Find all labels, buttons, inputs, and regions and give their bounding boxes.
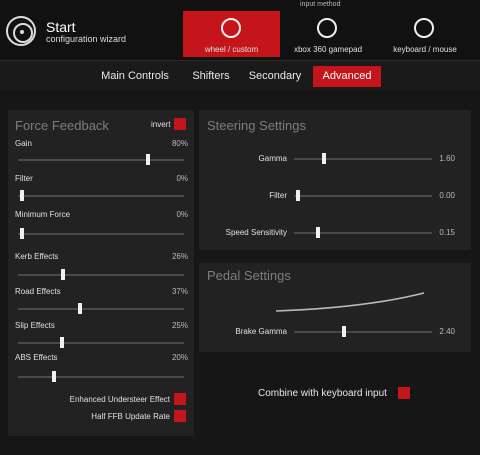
minimum-force-slider[interactable] (18, 228, 184, 239)
brake-gamma-slider-handle[interactable] (341, 326, 346, 337)
filter-label: Filter (15, 174, 33, 183)
half-ffb-update-checkbox[interactable] (174, 410, 186, 422)
combine-keyboard-label: Combine with keyboard input (258, 388, 387, 399)
steering-filter-label: Filter (269, 191, 287, 200)
steering-filter-slider[interactable] (294, 190, 432, 201)
steering-filter-slider-handle[interactable] (296, 190, 300, 201)
tab-bar: Main Controls Shifters Secondary Advance… (0, 60, 480, 90)
brake-gamma-slider[interactable] (294, 326, 432, 337)
steering-wheel-icon (221, 18, 241, 38)
pedal-settings-title: Pedal Settings (207, 268, 291, 283)
steering-settings-panel: Steering Settings Gamma 1.60 Filter 0.00… (199, 110, 471, 250)
app-title: Start (46, 19, 76, 35)
speed-sensitivity-label: Speed Sensitivity (225, 228, 287, 237)
filter-value: 0% (176, 174, 188, 183)
minimum-force-value: 0% (176, 210, 188, 219)
kerb-effects-value: 26% (171, 252, 188, 261)
gain-label: Gain (15, 139, 32, 148)
top-bar: Start configuration wizard input method … (0, 0, 480, 60)
pedal-settings-panel: Pedal Settings Brake Gamma 2.40 (199, 263, 471, 352)
speed-sensitivity-slider[interactable] (294, 227, 432, 238)
road-effects-label: Road Effects (15, 287, 61, 296)
brake-gamma-label: Brake Gamma (235, 327, 287, 336)
kerb-effects-label: Kerb Effects (15, 252, 59, 261)
filter-slider[interactable] (18, 190, 184, 201)
slip-effects-slider-handle[interactable] (59, 337, 64, 348)
gain-value: 80% (171, 139, 188, 148)
combine-keyboard-checkbox[interactable] (398, 387, 410, 399)
input-method-keyboard-button[interactable]: keyboard / mouse (384, 11, 466, 57)
slip-effects-label: Slip Effects (15, 321, 55, 330)
road-effects-value: 37% (171, 287, 188, 296)
kerb-effects-slider-handle[interactable] (61, 269, 66, 280)
tab-secondary[interactable]: Secondary (248, 70, 302, 82)
force-feedback-panel: Force Feedback invert Gain 80% Filter 0%… (8, 110, 194, 436)
gamma-value: 1.60 (439, 154, 455, 163)
filter-slider-handle[interactable] (20, 190, 24, 201)
force-feedback-title: Force Feedback (15, 118, 109, 133)
gamma-label: Gamma (258, 154, 287, 163)
minimum-force-label: Minimum Force (15, 210, 71, 219)
tab-advanced[interactable]: Advanced (313, 66, 381, 87)
kerb-effects-slider[interactable] (18, 269, 184, 280)
input-method-label: input method (300, 1, 341, 8)
invert-label: invert (151, 120, 171, 129)
slip-effects-slider[interactable] (18, 337, 184, 348)
input-method-keyboard-label: keyboard / mouse (393, 45, 457, 54)
brake-gamma-curve (275, 292, 425, 312)
road-effects-slider[interactable] (18, 303, 184, 314)
input-method-gamepad-label: xbox 360 gamepad (293, 45, 363, 54)
steering-settings-title: Steering Settings (207, 118, 307, 133)
app-subtitle: configuration wizard (46, 34, 127, 44)
input-method-gamepad-button[interactable]: xbox 360 gamepad (288, 11, 368, 57)
speed-sensitivity-value: 0.15 (439, 228, 455, 237)
abs-effects-slider-handle[interactable] (51, 371, 56, 382)
brake-gamma-value: 2.40 (439, 327, 455, 336)
gamepad-icon (317, 18, 337, 38)
abs-effects-value: 20% (171, 353, 188, 362)
steering-wheel-logo-icon (6, 16, 36, 46)
abs-effects-label: ABS Effects (15, 353, 58, 362)
enhanced-understeer-label: Enhanced Understeer Effect (69, 395, 170, 404)
input-method-wheel-label: wheel / custom (204, 45, 259, 54)
half-ffb-update-label: Half FFB Update Rate (91, 412, 170, 421)
steering-filter-value: 0.00 (439, 191, 455, 200)
gamma-slider[interactable] (294, 153, 432, 164)
keyboard-icon (414, 18, 434, 38)
tab-main-controls[interactable]: Main Controls (101, 70, 169, 82)
enhanced-understeer-checkbox[interactable] (174, 393, 186, 405)
minimum-force-slider-handle[interactable] (20, 228, 24, 239)
gamma-slider-handle[interactable] (322, 153, 326, 164)
road-effects-slider-handle[interactable] (78, 303, 83, 314)
tab-shifters[interactable]: Shifters (192, 70, 230, 82)
speed-sensitivity-slider-handle[interactable] (315, 227, 320, 238)
abs-effects-slider[interactable] (18, 371, 184, 382)
slip-effects-value: 25% (171, 321, 188, 330)
gain-slider[interactable] (18, 154, 184, 165)
gain-slider-handle[interactable] (146, 154, 151, 165)
invert-checkbox[interactable] (174, 118, 186, 130)
input-method-wheel-button[interactable]: wheel / custom (183, 11, 280, 57)
